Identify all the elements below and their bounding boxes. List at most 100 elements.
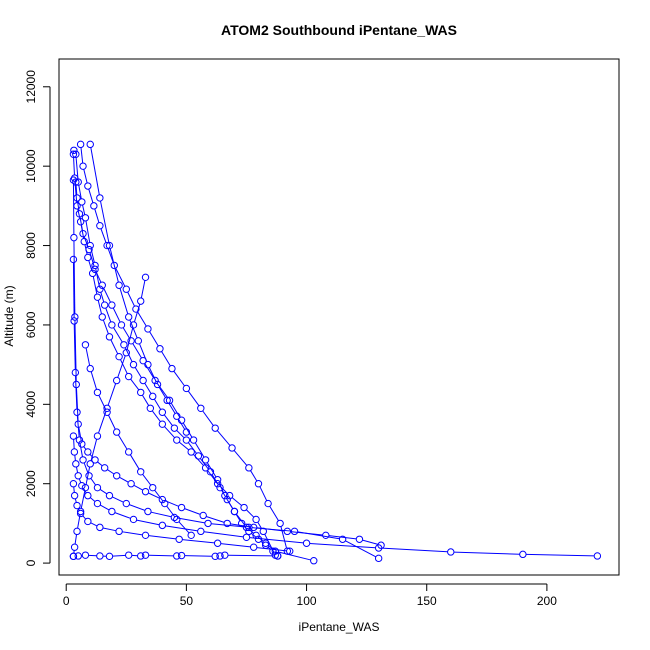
- series-line-segment: [150, 511, 172, 518]
- data-point: [84, 448, 92, 456]
- series-line-segment: [139, 343, 148, 362]
- data-point: [112, 428, 121, 436]
- data-point: [93, 483, 102, 492]
- series-line-segment: [75, 466, 79, 473]
- x-tick-label: 50: [180, 594, 194, 608]
- series-line-segment: [328, 535, 357, 540]
- series-line-segment: [107, 469, 115, 475]
- series-line-segment: [79, 443, 83, 457]
- series-line-segment: [90, 371, 98, 390]
- series-line-segment: [211, 523, 246, 528]
- data-point: [137, 552, 145, 560]
- series-line-segment: [148, 535, 177, 540]
- data-point: [91, 265, 99, 274]
- series-line-segment: [80, 490, 86, 509]
- series-line-segment: [83, 462, 89, 473]
- series-line-segment: [95, 268, 100, 287]
- data-point: [221, 491, 229, 500]
- series-line-segment: [278, 551, 311, 561]
- series-line-segment: [77, 514, 81, 529]
- data-point: [122, 285, 130, 293]
- series-line-segment: [230, 523, 251, 528]
- data-point: [93, 432, 102, 440]
- data-point: [124, 551, 133, 559]
- data-point: [158, 495, 167, 504]
- data-point: [240, 503, 248, 512]
- data-point: [141, 531, 150, 540]
- series-line-segment: [226, 498, 234, 510]
- series-line-segment: [177, 418, 186, 430]
- data-point: [100, 301, 109, 309]
- data-point: [211, 552, 219, 561]
- y-tick-label: 4000: [24, 391, 38, 418]
- data-point: [182, 436, 191, 444]
- series-line-segment: [141, 394, 150, 406]
- series-10: [69, 551, 282, 561]
- data-point: [242, 523, 251, 532]
- data-point: [96, 194, 104, 202]
- data-point: [78, 481, 86, 490]
- data-point: [108, 507, 116, 516]
- data-point: [115, 527, 123, 536]
- series-line-segment: [73, 439, 75, 449]
- data-point: [156, 345, 164, 353]
- data-point: [127, 480, 135, 488]
- data-point: [105, 552, 114, 561]
- x-tick-label: 100: [297, 594, 317, 608]
- chart-title: ATOM2 Southbound iPentane_WAS: [221, 22, 457, 38]
- data-point: [310, 557, 318, 565]
- series-line-segment: [269, 506, 279, 521]
- series-line-segment: [258, 536, 264, 542]
- series-line-segment: [99, 489, 108, 495]
- data-point: [84, 182, 92, 190]
- data-point: [124, 372, 133, 381]
- series-line-segment: [127, 291, 135, 307]
- y-axis: 0 2000 4000 6000 8000 10000 12000: [24, 70, 51, 566]
- series-line-segment: [153, 398, 162, 410]
- series-line-segment: [82, 204, 86, 215]
- series-line-segment: [206, 462, 217, 478]
- series-line-segment: [182, 422, 193, 438]
- data-point: [269, 547, 277, 555]
- data-point: [115, 281, 123, 289]
- data-point: [170, 424, 179, 432]
- data-point: [86, 460, 94, 468]
- series-line-segment: [158, 386, 166, 398]
- series-line-segment: [89, 497, 96, 502]
- data-point: [144, 360, 152, 369]
- data-point: [112, 376, 121, 385]
- series-line-segment: [156, 382, 169, 399]
- series-line-segment: [184, 555, 213, 557]
- data-point: [100, 464, 109, 472]
- series-line-segment: [178, 521, 190, 534]
- data-point: [223, 519, 231, 528]
- data-point: [261, 539, 270, 547]
- data-point: [129, 360, 138, 369]
- data-point: [173, 552, 181, 560]
- data-point: [177, 503, 186, 512]
- series-9: [69, 273, 150, 561]
- x-axis-label: iPentane_WAS: [299, 620, 380, 634]
- series-line-segment: [74, 498, 77, 503]
- data-point: [96, 523, 104, 532]
- series-line-segment: [194, 442, 205, 458]
- series-line-segment: [74, 534, 78, 545]
- series-line-segment: [74, 320, 77, 382]
- data-point: [70, 174, 79, 182]
- data-point: [141, 551, 150, 559]
- data-point: [74, 472, 82, 480]
- data-point: [81, 551, 90, 559]
- series-line-segment: [117, 434, 128, 450]
- data-point: [69, 150, 78, 158]
- data-point: [85, 245, 93, 254]
- series-line-segment: [115, 268, 126, 287]
- data-point: [151, 376, 159, 385]
- data-point: [84, 253, 92, 262]
- series-line-segment: [110, 339, 119, 355]
- series-line-segment: [251, 532, 257, 538]
- data-point: [120, 341, 128, 349]
- y-tick-label: 12000: [24, 70, 38, 104]
- data-point: [86, 364, 94, 373]
- data-point: [96, 552, 104, 560]
- data-point: [137, 297, 145, 305]
